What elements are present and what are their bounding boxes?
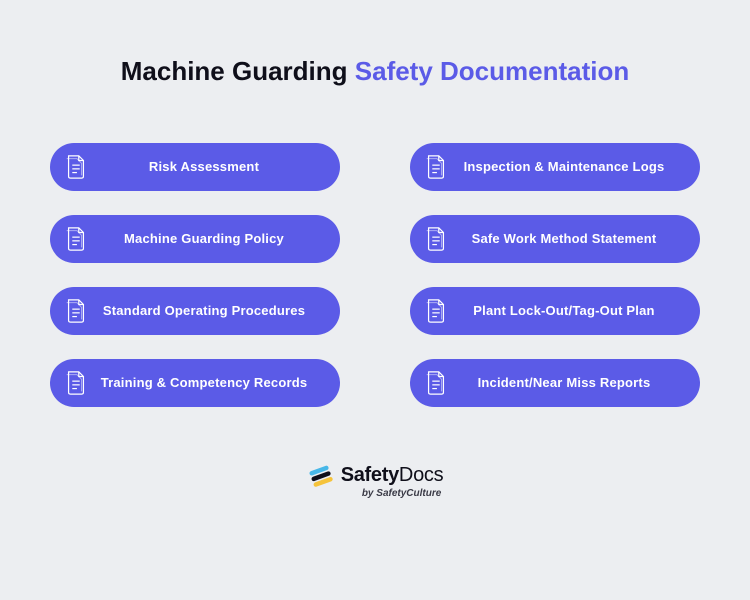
document-icon (64, 298, 88, 324)
logo-text: SafetyDocs (341, 464, 444, 487)
pill-incident-reports: Incident/Near Miss Reports (410, 359, 700, 407)
pill-label: Training & Competency Records (100, 375, 326, 390)
title-part-1: Machine Guarding (121, 56, 355, 86)
pill-label: Machine Guarding Policy (100, 231, 326, 246)
pill-guarding-policy: Machine Guarding Policy (50, 215, 340, 263)
document-icon (64, 226, 88, 252)
pill-label: Plant Lock-Out/Tag-Out Plan (460, 303, 686, 318)
pill-label: Inspection & Maintenance Logs (460, 159, 686, 174)
pill-lockout-tagout: Plant Lock-Out/Tag-Out Plan (410, 287, 700, 335)
pill-swms: Safe Work Method Statement (410, 215, 700, 263)
pill-label: Risk Assessment (100, 159, 326, 174)
document-icon (64, 370, 88, 396)
document-icon (424, 226, 448, 252)
logo-byline: by SafetyCulture (362, 488, 443, 499)
brand-logo: SafetyDocs by SafetyCulture (307, 462, 444, 499)
document-icon (64, 154, 88, 180)
logo-bold: Safety (341, 464, 399, 486)
page-title: Machine Guarding Safety Documentation (121, 55, 630, 88)
pill-label: Safe Work Method Statement (460, 231, 686, 246)
pill-grid: Risk Assessment Inspection & Maintenance… (50, 143, 700, 407)
title-part-2: Safety Documentation (355, 56, 630, 86)
document-icon (424, 370, 448, 396)
document-icon (424, 154, 448, 180)
pill-label: Incident/Near Miss Reports (460, 375, 686, 390)
logo-mark-icon (307, 462, 335, 490)
pill-label: Standard Operating Procedures (100, 303, 326, 318)
pill-inspection-logs: Inspection & Maintenance Logs (410, 143, 700, 191)
document-icon (424, 298, 448, 324)
pill-training-records: Training & Competency Records (50, 359, 340, 407)
pill-sop: Standard Operating Procedures (50, 287, 340, 335)
pill-risk-assessment: Risk Assessment (50, 143, 340, 191)
logo-rest: Docs (399, 464, 443, 486)
